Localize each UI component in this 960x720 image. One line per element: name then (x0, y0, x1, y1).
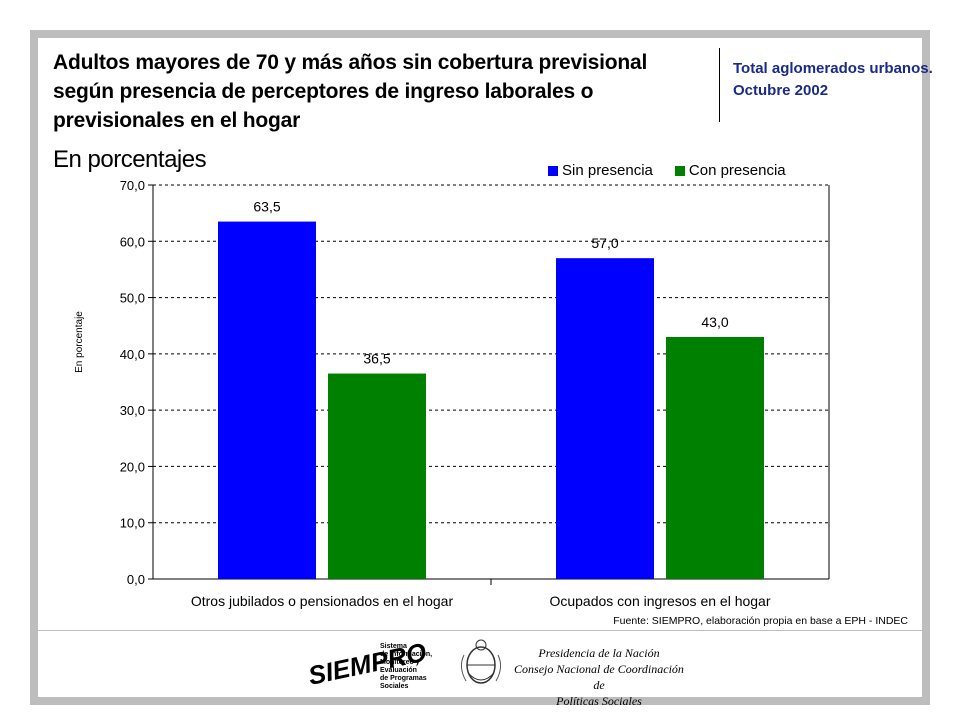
slide-frame: Adultos mayores de 70 y más años sin cob… (30, 30, 933, 708)
y-axis-label: En porcentaje (74, 311, 85, 373)
bar (218, 221, 316, 580)
x-category-label: Otros jubilados o pensionados en el hoga… (191, 593, 454, 609)
footer-divider (38, 630, 922, 631)
y-tick-label: 20,0 (120, 459, 145, 474)
legend-label-sin-presencia: Sin presencia (562, 162, 653, 179)
legend-swatch-sin-presencia (548, 165, 558, 176)
legend-item-sin-presencia: Sin presencia (548, 162, 653, 179)
legend-item-con-presencia: Con presencia (674, 162, 786, 179)
data-label: 36,5 (363, 351, 390, 367)
y-tick-label: 50,0 (120, 291, 145, 306)
bar (666, 336, 764, 579)
presidencia-text: Presidencia de la Nación Consejo Naciona… (514, 645, 684, 709)
y-tick-label: 60,0 (120, 234, 145, 249)
siempro-line: Sociales (380, 683, 409, 690)
logo-graphics: SIEMPRO (306, 637, 502, 691)
source-note: Fuente: SIEMPRO, elaboración propia en b… (613, 615, 908, 627)
x-category-label: Ocupados con ingresos en el hogar (549, 593, 770, 609)
title-divider (719, 48, 720, 122)
y-tick-label: 0,0 (127, 572, 145, 587)
chart-subtitle: En porcentajes (53, 146, 207, 173)
siempro-line: Evaluación (380, 667, 417, 674)
chart-legend: Sin presencia Con presencia (548, 162, 786, 179)
y-tick-label: 10,0 (120, 516, 145, 531)
legend-label-con-presencia: Con presencia (688, 162, 786, 179)
siempro-line: de Información, (380, 651, 433, 658)
scope-label: Total aglomerados urbanos. Octubre 2002 (733, 60, 933, 99)
legend-swatch-con-presencia (674, 165, 685, 176)
data-label: 63,5 (253, 199, 280, 215)
chart-title: Adultos mayores de 70 y más años sin cob… (53, 51, 648, 132)
coat-of-arms-icon (460, 639, 502, 684)
bar-chart: 0,0 10,0 20,0 30,0 40,0 50,0 60,0 70,0 En porcen… (74, 178, 830, 609)
y-tick-label: 70,0 (120, 178, 145, 193)
presidencia-line: Consejo Nacional de Coordinación de (514, 662, 684, 692)
siempro-line: de Programas (380, 675, 427, 682)
data-label: 57,0 (591, 235, 618, 251)
siempro-line: Sistema (380, 643, 407, 650)
footer-logos: SIEMPRO Sistema de Información, Monitore… (38, 635, 922, 708)
data-label: 43,0 (701, 314, 728, 330)
y-tick-label: 40,0 (120, 347, 145, 362)
siempro-line: Monitoreo y (380, 659, 420, 666)
bar (328, 373, 426, 579)
bar (556, 258, 654, 579)
presidencia-line: Políticas Sociales (556, 694, 642, 708)
presidencia-line: Presidencia de la Nación (538, 646, 660, 660)
siempro-description: Sistema de Información, Monitoreo y Eval… (380, 643, 432, 691)
slide-panel: Adultos mayores de 70 y más años sin cob… (38, 38, 933, 708)
y-tick-label: 30,0 (120, 403, 145, 418)
